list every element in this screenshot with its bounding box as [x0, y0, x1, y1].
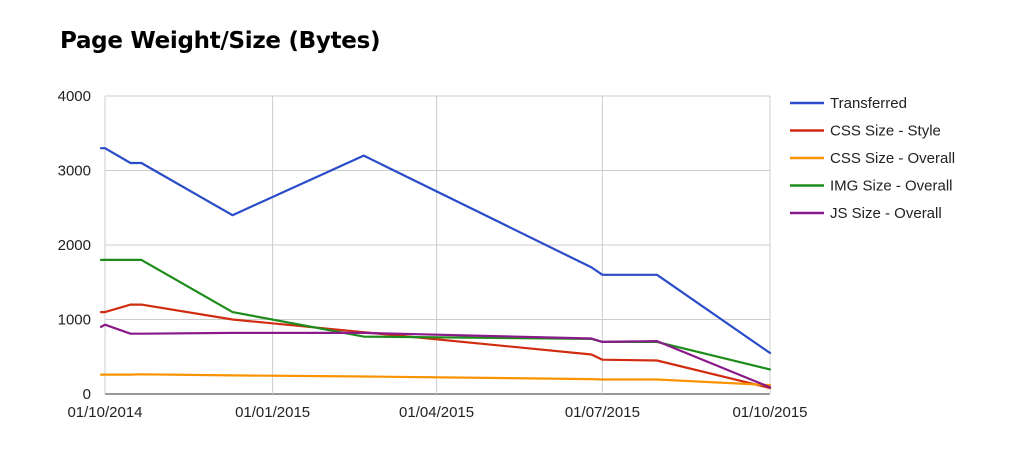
legend-label: IMG Size - Overall [830, 178, 953, 195]
x-tick-label: 01/10/2015 [732, 404, 807, 421]
series-line-css-size-style [99, 303, 772, 390]
y-tick-label: 3000 [58, 163, 91, 180]
chart-title: Page Weight/Size (Bytes) [60, 28, 381, 54]
x-tick-label: 01/10/2014 [67, 404, 142, 421]
legend-item[interactable]: CSS Size - Style [790, 123, 941, 140]
x-tick-label: 01/04/2015 [399, 404, 474, 421]
series-line-js-size-overall [99, 323, 772, 389]
series-line-css-size-overall [99, 373, 772, 387]
x-tick-label: 01/01/2015 [235, 404, 310, 421]
legend-label: Transferred [830, 95, 907, 112]
legend-item[interactable]: CSS Size - Overall [790, 150, 955, 167]
legend-item[interactable]: JS Size - Overall [790, 205, 942, 222]
grid-lines [104, 95, 771, 395]
axis-labels: 0 1000 2000 3000 4000 01/10/2014 01/01/2015 01/… [58, 88, 808, 421]
series-lines [99, 147, 772, 390]
series-line-transferred [99, 147, 772, 355]
x-tick-label: 01/07/2015 [565, 404, 640, 421]
legend-label: JS Size - Overall [830, 205, 942, 222]
y-tick-label: 2000 [58, 237, 91, 254]
y-tick-label: 4000 [58, 88, 91, 105]
legend[interactable]: Transferred CSS Size - Style CSS Size - Ov… [790, 95, 955, 222]
legend-label: CSS Size - Overall [830, 150, 955, 167]
y-tick-label: 1000 [58, 312, 91, 329]
legend-item[interactable]: Transferred [790, 95, 907, 112]
y-tick-label: 0 [83, 386, 91, 403]
legend-label: CSS Size - Style [830, 123, 941, 140]
legend-item[interactable]: IMG Size - Overall [790, 178, 953, 195]
